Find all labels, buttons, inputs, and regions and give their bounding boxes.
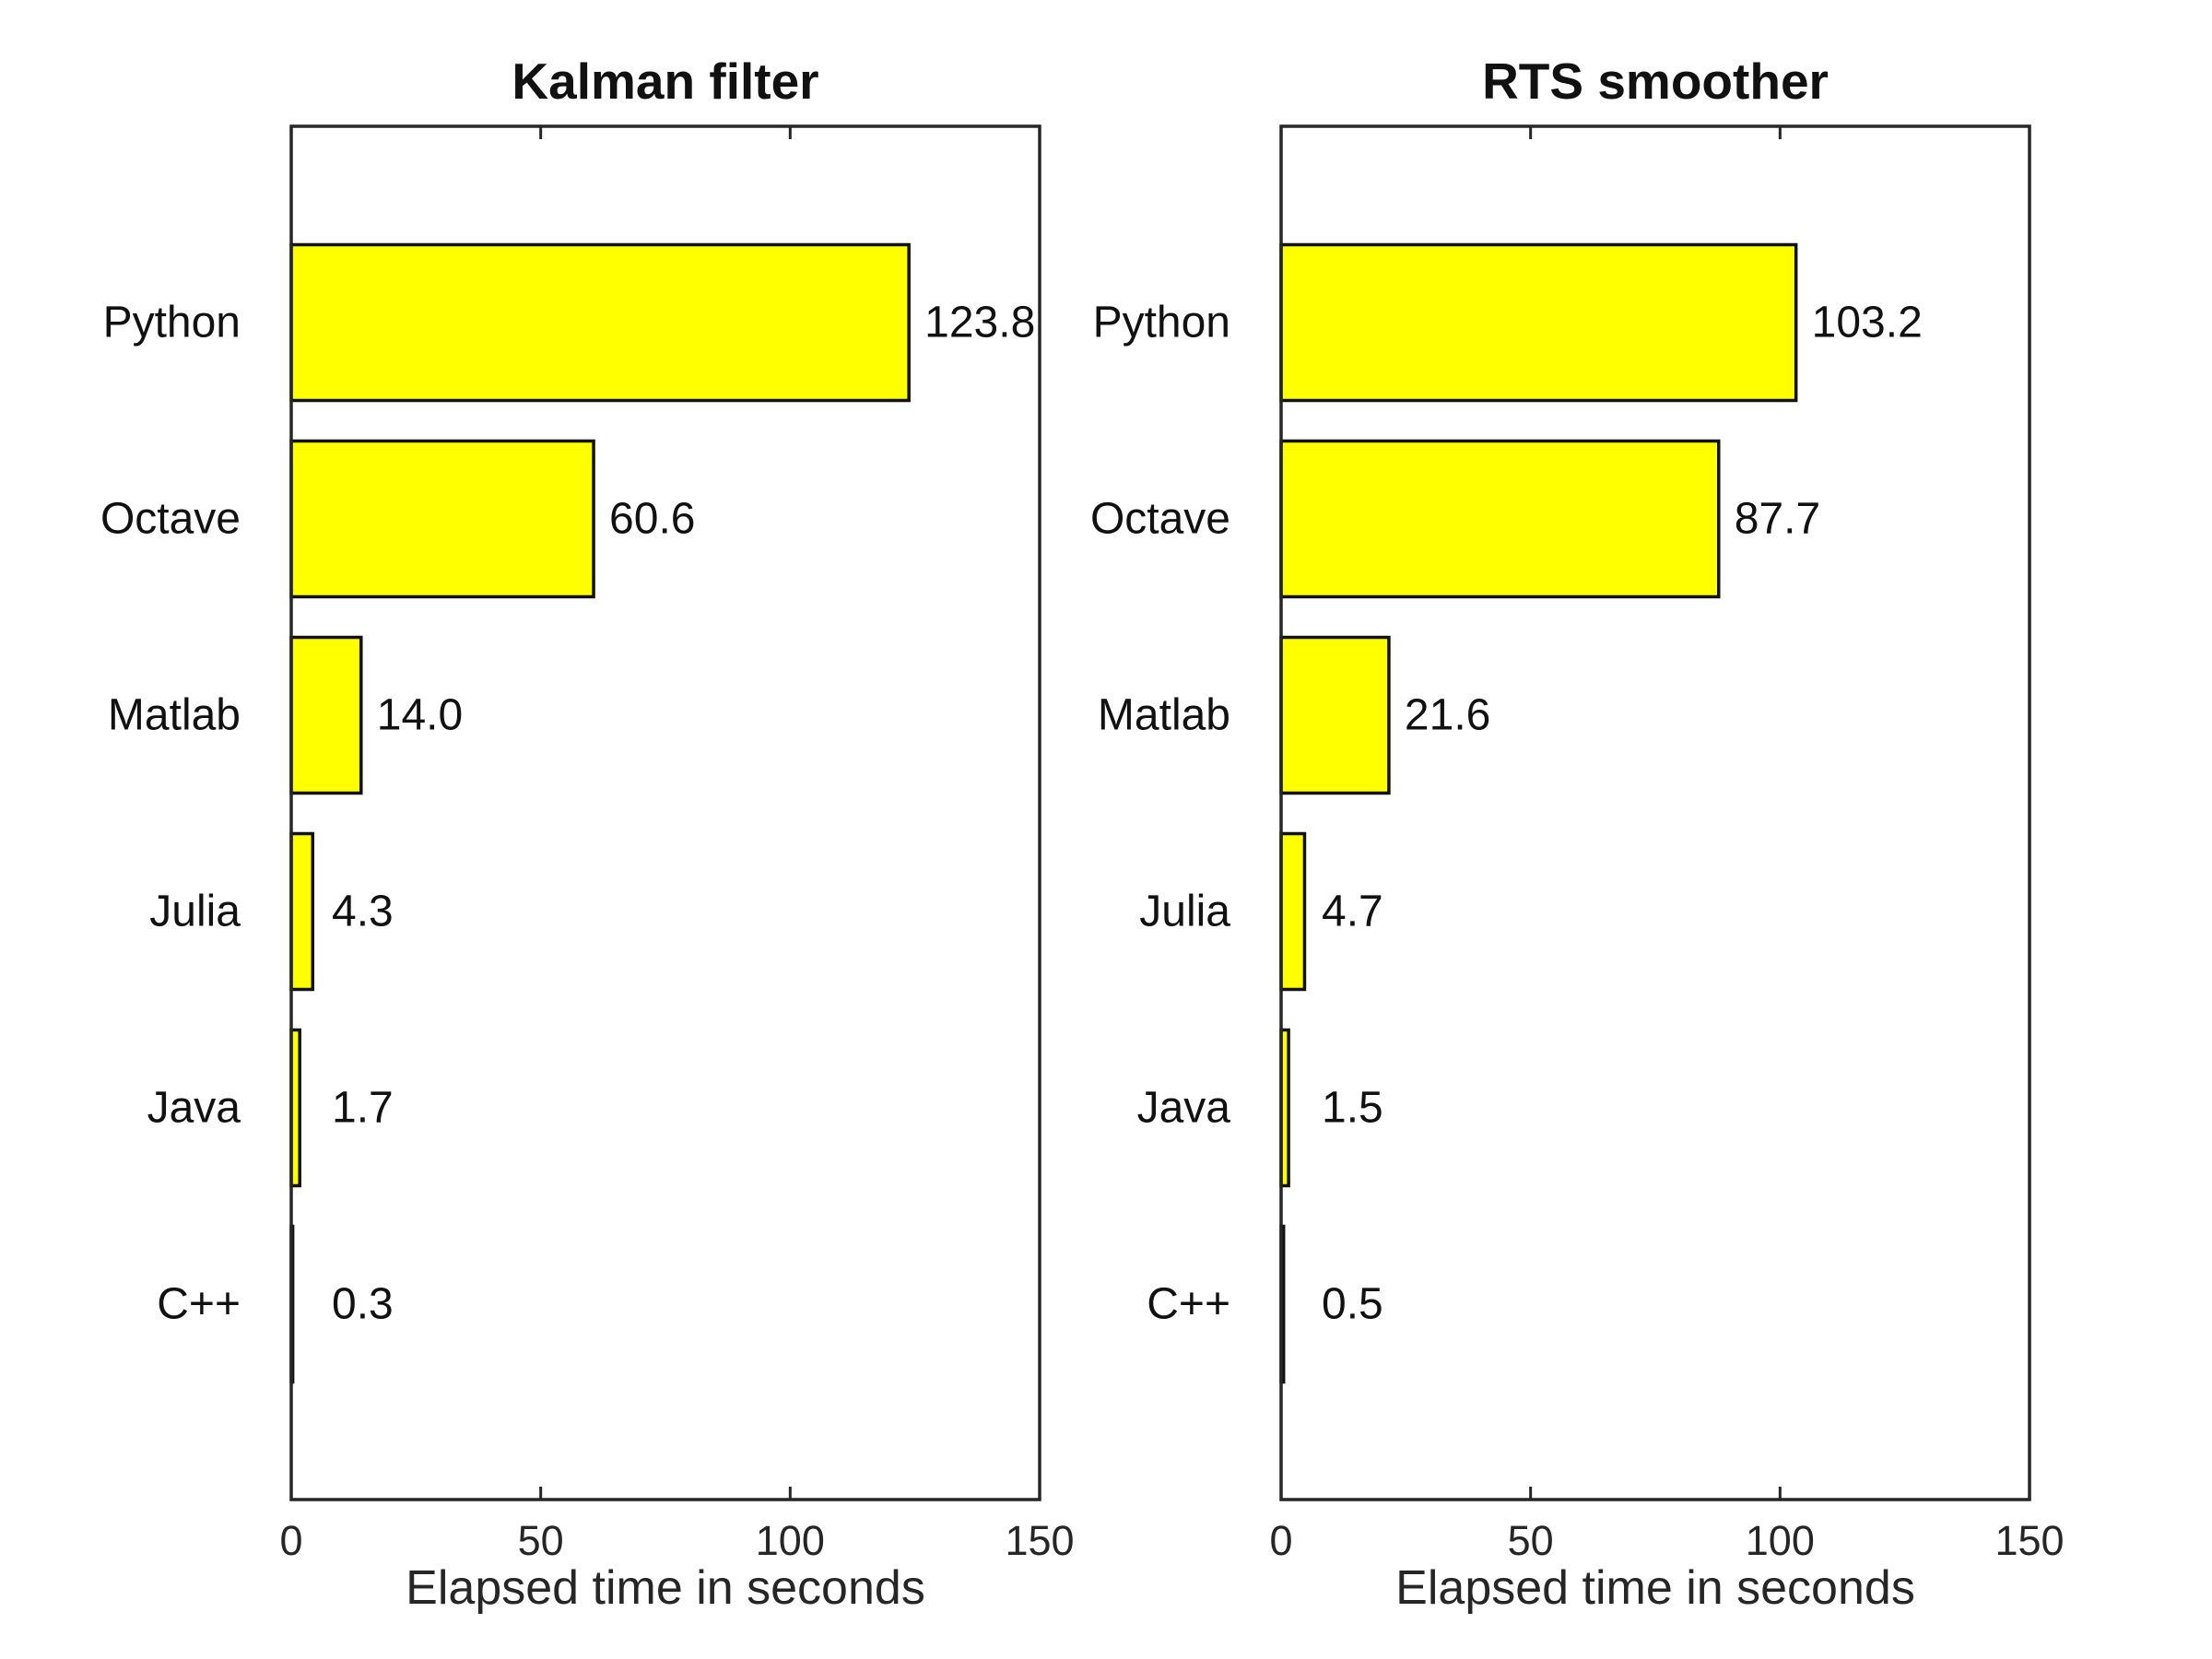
- chart-1-x-tick-label-3: 150: [1994, 1517, 2064, 1564]
- chart-1-x-tick-label-2: 100: [1746, 1517, 1815, 1564]
- chart-0-value-label-java: 1.7: [332, 1084, 394, 1133]
- chart-0-title: Kalman filter: [512, 53, 818, 110]
- chart-0-bar-matlab: [289, 635, 363, 795]
- chart-0-category-label-python: Python: [103, 299, 241, 347]
- chart-1-category-label-cplusplus: C++: [1147, 1280, 1230, 1329]
- chart-0-x-axis-label: Elapsed time in seconds: [406, 1561, 925, 1615]
- chart-1-category-label-matlab: Matlab: [1098, 691, 1230, 740]
- chart-0-x-tick-label-2: 100: [756, 1517, 825, 1564]
- chart-1-value-label-python: 103.2: [1812, 299, 1923, 347]
- chart-1-category-label-octave: Octave: [1090, 495, 1230, 544]
- chart-0-value-label-cplusplus: 0.3: [332, 1280, 394, 1329]
- chart-0-x-tick-label-0: 0: [279, 1517, 302, 1564]
- chart-0-value-label-matlab: 14.0: [377, 691, 463, 740]
- chart-1-value-label-matlab: 21.6: [1405, 691, 1490, 740]
- chart-0-category-label-octave: Octave: [100, 495, 241, 544]
- chart-1-value-label-java: 1.5: [1322, 1084, 1383, 1133]
- chart-1-axes-frame: [1279, 124, 2031, 1501]
- chart-0-category-label-julia: Julia: [149, 888, 241, 936]
- chart-1-x-axis-label: Elapsed time in seconds: [1395, 1561, 1915, 1615]
- chart-0-bar-julia: [289, 831, 315, 992]
- chart-0-category-label-cplusplus: C++: [157, 1280, 241, 1329]
- chart-1-category-label-julia: Julia: [1139, 888, 1230, 936]
- chart-0-axes-frame: [289, 124, 1041, 1501]
- chart-1-title: RTS smoother: [1482, 53, 1829, 110]
- chart-1-bar-matlab: [1279, 635, 1391, 795]
- kalman-filter-chart: Kalman filter 123.8 Python 60.6 Octave 14.0 Ma…: [100, 53, 1075, 1615]
- chart-1-category-label-python: Python: [1093, 299, 1230, 347]
- chart-0-bar-python: [289, 242, 911, 403]
- chart-0-value-label-octave: 60.6: [609, 495, 695, 544]
- chart-0-x-tick-label-3: 150: [1005, 1517, 1074, 1564]
- chart-1-x-tick-label-1: 50: [1508, 1517, 1554, 1564]
- chart-0-value-label-julia: 4.3: [332, 888, 394, 936]
- chart-0-value-label-python: 123.8: [924, 299, 1035, 347]
- chart-1-category-label-java: Java: [1137, 1084, 1231, 1133]
- chart-0-x-tick-label-1: 50: [518, 1517, 564, 1564]
- chart-1-value-label-cplusplus: 0.5: [1322, 1280, 1383, 1329]
- chart-1-value-label-julia: 4.7: [1322, 888, 1383, 936]
- chart-1-bar-octave: [1279, 439, 1721, 599]
- chart-1-bar-python: [1279, 242, 1798, 403]
- chart-1-value-label-octave: 87.7: [1735, 495, 1820, 544]
- rts-smoother-chart: RTS smoother 103.2 Python 87.7 Octave 21.6 Mat…: [1090, 53, 2065, 1615]
- chart-1-bar-julia: [1279, 831, 1307, 992]
- chart-0-category-label-matlab: Matlab: [108, 691, 241, 740]
- chart-0-bar-octave: [289, 439, 595, 599]
- chart-0-category-label-java: Java: [147, 1084, 241, 1133]
- chart-1-x-tick-label-0: 0: [1269, 1517, 1292, 1564]
